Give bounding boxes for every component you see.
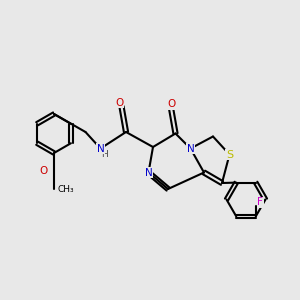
Text: O: O xyxy=(167,99,175,110)
Text: O: O xyxy=(39,166,48,176)
Text: N: N xyxy=(145,167,152,178)
Text: CH₃: CH₃ xyxy=(58,184,74,194)
Text: H: H xyxy=(101,150,107,159)
Text: N: N xyxy=(97,143,104,154)
Text: S: S xyxy=(226,149,233,160)
Text: N: N xyxy=(187,143,194,154)
Text: O: O xyxy=(115,98,123,108)
Text: F: F xyxy=(257,197,263,207)
